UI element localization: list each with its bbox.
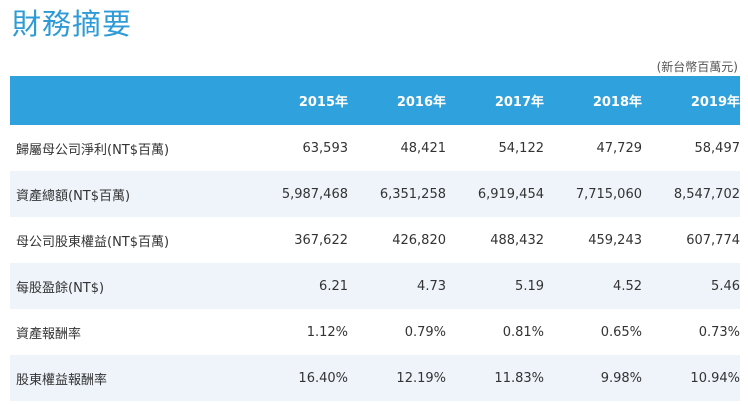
table-row: 資產總額(NT$百萬) 5,987,468 6,351,258 6,919,45… — [10, 171, 740, 217]
table-cell: 5,987,468 — [281, 186, 348, 202]
table-cell: 10.94% — [690, 370, 740, 386]
unit-note: (新台幣百萬元) — [656, 60, 738, 74]
row-label: 母公司股東權益(NT$百萬) — [16, 234, 170, 250]
table-cell: 54,122 — [498, 140, 545, 156]
table-cell: 47,729 — [596, 140, 643, 156]
header-label-cell — [10, 76, 250, 125]
row-label: 資產報酬率 — [16, 326, 82, 342]
row-label: 歸屬母公司淨利(NT$百萬) — [16, 142, 170, 158]
table-row: 資產報酬率 1.12% 0.79% 0.81% 0.65% 0.73% — [10, 309, 740, 355]
table-cell: 0.65% — [600, 324, 642, 340]
header-year-2015: 2015年 — [298, 95, 348, 110]
table-cell: 7,715,060 — [575, 186, 642, 202]
table-cell: 0.81% — [502, 324, 544, 340]
table-cell: 607,774 — [686, 232, 740, 248]
table-cell: 16.40% — [298, 370, 348, 386]
table-row: 每股盈餘(NT$) 6.21 4.73 5.19 4.52 5.46 — [10, 263, 740, 309]
header-year-2017: 2017年 — [494, 95, 544, 110]
row-label: 每股盈餘(NT$) — [16, 280, 105, 296]
table-cell: 459,243 — [588, 232, 642, 248]
table-cell: 4.73 — [417, 278, 446, 294]
table-cell: 5.19 — [515, 278, 544, 294]
table-cell: 0.73% — [698, 324, 740, 340]
table-cell: 0.79% — [404, 324, 446, 340]
header-year-2016: 2016年 — [396, 95, 446, 110]
table-cell: 48,421 — [400, 140, 447, 156]
table-cell: 58,497 — [694, 140, 741, 156]
header-year-2019: 2019年 — [690, 95, 740, 110]
financial-summary-table: 2015年 2016年 2017年 2018年 2019年 歸屬母公司淨利(NT… — [10, 76, 740, 401]
table-cell: 12.19% — [396, 370, 446, 386]
table-cell: 6,919,454 — [477, 186, 544, 202]
table-row: 股東權益報酬率 16.40% 12.19% 11.83% 9.98% 10.94… — [10, 355, 740, 401]
table-cell: 4.52 — [613, 278, 642, 294]
table-cell: 11.83% — [494, 370, 544, 386]
page-title: 財務摘要 — [12, 7, 133, 41]
table-cell: 6.21 — [319, 278, 348, 294]
table-cell: 488,432 — [490, 232, 544, 248]
table-row: 歸屬母公司淨利(NT$百萬) 63,593 48,421 54,122 47,7… — [10, 125, 740, 171]
table-cell: 9.98% — [600, 370, 642, 386]
table-cell: 5.46 — [711, 278, 740, 294]
table-cell: 1.12% — [306, 324, 348, 340]
row-label: 資產總額(NT$百萬) — [16, 188, 131, 204]
row-label: 股東權益報酬率 — [16, 372, 108, 388]
table-header-row: 2015年 2016年 2017年 2018年 2019年 — [10, 76, 740, 125]
table-cell: 6,351,258 — [379, 186, 446, 202]
header-year-2018: 2018年 — [592, 95, 642, 110]
table-cell: 426,820 — [392, 232, 446, 248]
table-cell: 63,593 — [302, 140, 349, 156]
table-row: 母公司股東權益(NT$百萬) 367,622 426,820 488,432 4… — [10, 217, 740, 263]
table-cell: 8,547,702 — [673, 186, 740, 202]
table-cell: 367,622 — [294, 232, 348, 248]
